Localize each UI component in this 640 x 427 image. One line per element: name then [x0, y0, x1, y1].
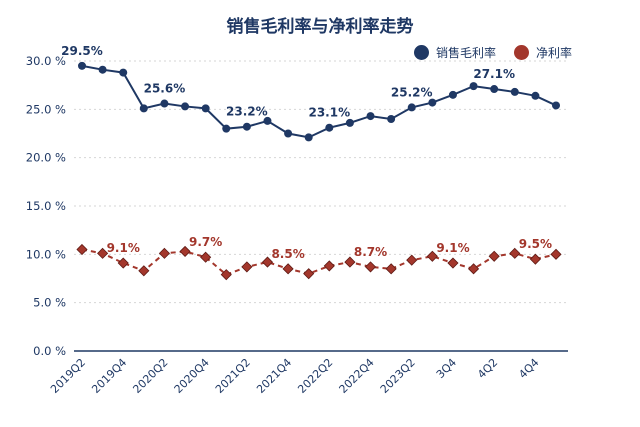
series-line-net-margin: [81, 248, 557, 276]
data-label: 25.6%: [144, 82, 186, 96]
data-point: [78, 61, 86, 70]
data-point: [406, 254, 418, 266]
data-point: [97, 247, 109, 259]
data-point: [325, 123, 334, 132]
data-point: [490, 85, 499, 94]
data-point: [222, 124, 231, 133]
data-label: 23.1%: [308, 106, 350, 120]
data-point: [98, 65, 107, 74]
legend-label-gross-margin: 销售毛利率: [435, 46, 496, 60]
y-tick-label: 5.0 %: [33, 296, 66, 310]
data-point: [181, 102, 190, 111]
data-label: 27.1%: [473, 67, 515, 81]
x-tick-label: 4Q2: [475, 356, 500, 381]
data-point: [76, 243, 88, 256]
data-point: [344, 256, 356, 268]
x-tick-label: 2021Q4: [254, 356, 294, 396]
x-tick-label: 2021Q2: [213, 356, 253, 396]
data-label: 9.1%: [436, 241, 469, 255]
legend-swatch-net-margin: [513, 45, 529, 60]
y-tick-label: 0.0 %: [33, 344, 66, 358]
data-point: [529, 253, 541, 265]
data-point: [117, 257, 129, 269]
legend-swatch-gross-margin: [413, 45, 429, 60]
data-point: [220, 269, 232, 281]
data-label: 9.1%: [107, 241, 140, 255]
data-label: 29.5%: [61, 44, 103, 58]
data-point: [509, 247, 521, 259]
data-label: 25.2%: [391, 85, 433, 99]
data-label: 23.2%: [226, 105, 268, 119]
x-tick-label: 3Q4: [434, 356, 459, 381]
y-tick-label: 15.0 %: [26, 199, 66, 213]
data-point: [426, 250, 438, 262]
data-point: [323, 260, 335, 272]
data-point: [139, 104, 148, 113]
data-point: [448, 90, 457, 99]
data-point: [552, 101, 560, 110]
data-point: [510, 87, 519, 96]
data-point: [366, 112, 375, 121]
x-tick-label: 2019Q4: [89, 356, 129, 396]
x-tick-label: 2023Q2: [378, 356, 418, 396]
data-point: [303, 268, 315, 280]
data-point: [469, 82, 478, 91]
x-tick-label: 2020Q2: [130, 356, 170, 396]
data-point: [284, 129, 293, 138]
data-point: [201, 104, 210, 113]
x-tick-label: 2019Q2: [48, 356, 88, 396]
chart-title: 销售毛利率与净利率走势: [226, 17, 414, 37]
x-tick-label: 2022Q2: [295, 356, 335, 396]
data-point: [467, 263, 480, 275]
x-tick-label: 2022Q4: [337, 356, 377, 396]
data-point: [261, 256, 274, 268]
data-point: [242, 122, 251, 131]
legend-item-net-margin: 净利率: [513, 44, 572, 61]
data-point: [385, 263, 397, 275]
data-point: [138, 265, 150, 277]
data-label: 9.5%: [519, 237, 552, 251]
data-label: 8.7%: [354, 245, 387, 259]
y-tick-label: 25.0 %: [26, 102, 66, 116]
y-tick-label: 20.0 %: [26, 151, 66, 165]
x-tick-label: 2020Q4: [172, 356, 212, 396]
data-point: [282, 263, 294, 275]
data-point: [179, 245, 191, 257]
data-point: [447, 257, 459, 269]
data-point: [263, 116, 272, 125]
data-label: 8.5%: [271, 247, 304, 261]
data-point: [364, 261, 377, 273]
data-point: [158, 247, 171, 259]
data-point: [428, 98, 437, 107]
x-tick-label: 4Q4: [516, 356, 541, 381]
legend-item-gross-margin: 销售毛利率: [413, 44, 496, 61]
data-point: [550, 248, 562, 260]
data-label: 9.7%: [189, 235, 222, 249]
data-point: [119, 68, 128, 77]
data-point: [241, 261, 253, 273]
data-point: [387, 115, 396, 123]
y-tick-label: 30.0 %: [26, 54, 66, 68]
data-point: [407, 103, 416, 112]
legend-label-net-margin: 净利率: [535, 46, 572, 60]
data-point: [304, 133, 313, 142]
data-point: [488, 250, 500, 262]
data-point: [531, 91, 540, 100]
data-point: [200, 251, 212, 263]
data-point: [160, 99, 169, 108]
data-point: [345, 118, 354, 127]
legend: 销售毛利率 净利率: [396, 44, 572, 61]
y-tick-label: 10.0 %: [26, 247, 66, 261]
